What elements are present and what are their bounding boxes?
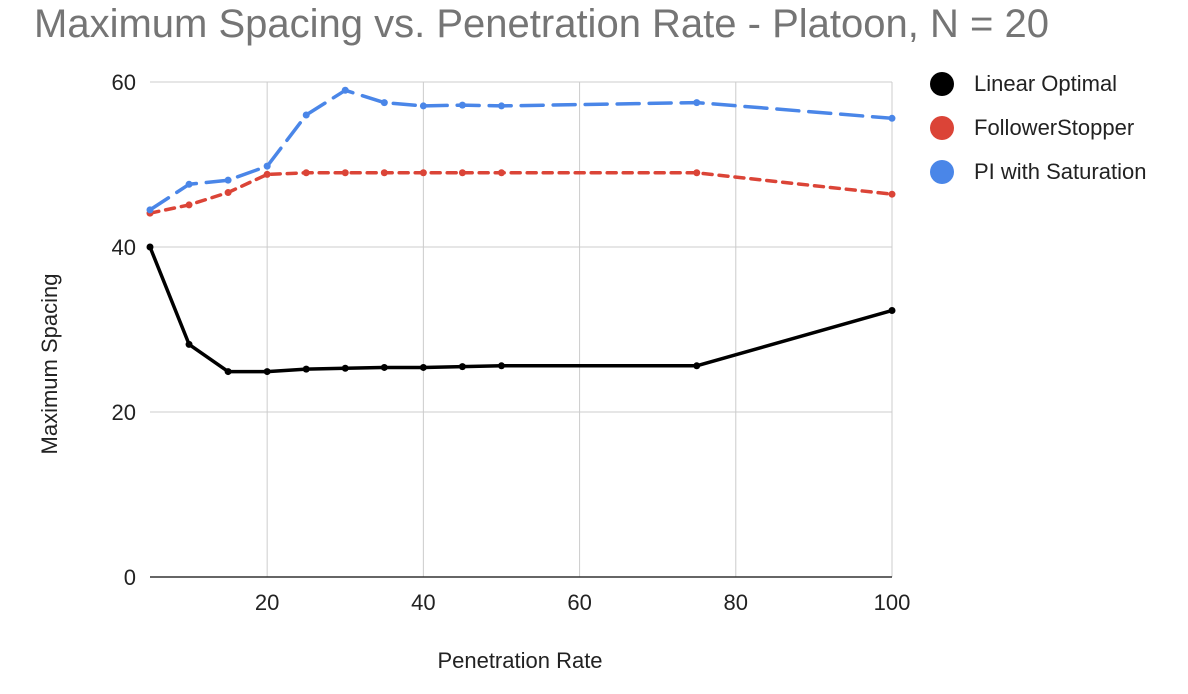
y-tick-label: 60: [112, 70, 136, 95]
data-point: [458, 363, 466, 371]
data-point: [224, 368, 232, 376]
data-point: [497, 362, 505, 370]
data-point: [263, 368, 271, 376]
data-point: [419, 169, 427, 177]
data-point: [146, 206, 154, 214]
data-point: [341, 364, 349, 372]
data-point: [693, 362, 701, 370]
y-tick-label: 0: [124, 565, 136, 590]
data-point: [497, 169, 505, 177]
y-tick-label: 40: [112, 235, 136, 260]
data-point: [419, 363, 427, 371]
data-point: [497, 102, 505, 110]
legend-item: PI with Saturation: [930, 150, 1146, 194]
data-point: [419, 102, 427, 110]
x-tick-label: 100: [874, 590, 911, 615]
legend-label: Linear Optimal: [974, 71, 1118, 96]
data-point: [458, 169, 466, 177]
data-point: [888, 190, 896, 198]
chart-title: Maximum Spacing vs. Penetration Rate - P…: [34, 2, 1049, 46]
series-line-1: [148, 171, 894, 215]
y-axis-label: Maximum Spacing: [37, 273, 62, 455]
x-tick-label: 20: [255, 590, 279, 615]
legend-label: FollowerStopper: [974, 115, 1135, 140]
legend-label: PI with Saturation: [974, 159, 1147, 184]
data-point: [888, 114, 896, 122]
legend-swatch: [930, 116, 954, 140]
data-point: [380, 99, 388, 107]
data-point: [224, 189, 232, 197]
data-point: [693, 169, 701, 177]
legend-swatch: [930, 72, 954, 96]
x-tick-label: 80: [724, 590, 748, 615]
data-point: [302, 111, 310, 119]
legend: Linear Optimal FollowerStopper PI with Sat…: [930, 62, 1146, 194]
data-point: [693, 99, 701, 107]
grid-lines: [150, 81, 893, 578]
x-tick-label: 60: [567, 590, 591, 615]
data-point: [185, 201, 193, 209]
data-point: [146, 243, 154, 251]
data-point: [341, 169, 349, 177]
series-line-0: [148, 245, 894, 374]
data-point: [380, 363, 388, 371]
series-line-2: [148, 88, 894, 212]
legend-swatch: [930, 160, 954, 184]
data-point: [263, 170, 271, 178]
data-point: [302, 365, 310, 373]
data-point: [380, 169, 388, 177]
data-point: [888, 307, 896, 315]
x-tick-label: 40: [411, 590, 435, 615]
x-axis-label: Penetration Rate: [437, 648, 603, 673]
data-point: [185, 340, 193, 348]
tick-labels: 0 20 40 60 20 40 60 80 100: [112, 70, 911, 615]
data-point: [341, 86, 349, 94]
data-point: [458, 101, 466, 109]
legend-item: FollowerStopper: [930, 106, 1146, 150]
legend-item: Linear Optimal: [930, 62, 1146, 106]
series-lines: [146, 86, 896, 376]
data-point: [263, 162, 271, 170]
data-point: [302, 169, 310, 177]
data-point: [185, 180, 193, 188]
y-tick-label: 20: [112, 400, 136, 425]
data-point: [224, 176, 232, 184]
